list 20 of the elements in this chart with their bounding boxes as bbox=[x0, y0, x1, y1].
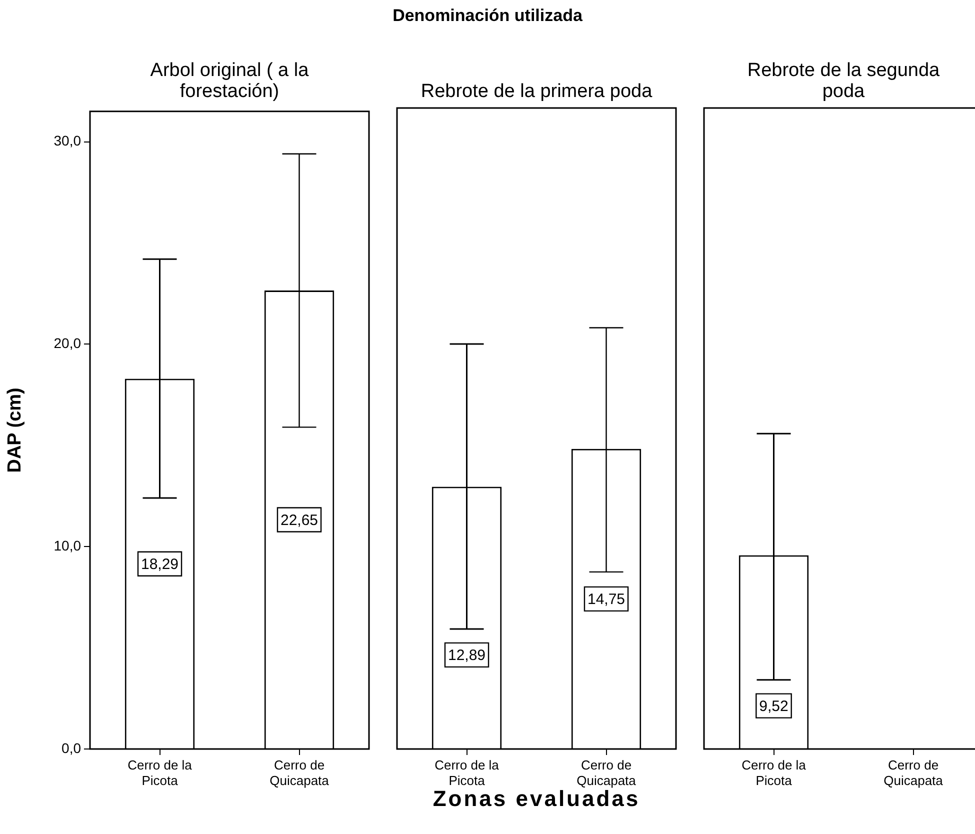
x-tick-label: Cerro de Quicapata bbox=[884, 757, 944, 788]
chart-title: Rebrote de la primera poda bbox=[420, 81, 652, 102]
y-tick-label: 30,0 bbox=[54, 132, 82, 149]
y-tick-label: 10,0 bbox=[54, 537, 82, 554]
y-tick-label: 20,0 bbox=[54, 335, 82, 352]
data-label: 18,29 bbox=[140, 556, 179, 574]
x-tick-label: Cerro de Quicapata bbox=[576, 757, 637, 788]
data-label: 22,65 bbox=[280, 512, 318, 529]
chart-title: Arbol original ( a la forestación) bbox=[149, 59, 310, 102]
text: Denominación utilizada bbox=[392, 6, 584, 26]
data-label: 14,75 bbox=[587, 591, 626, 608]
x-tick-label: Cerro de la Picota bbox=[128, 757, 193, 788]
x-tick-label: Cerro de Quicapata bbox=[270, 757, 330, 788]
data-label: 9,52 bbox=[759, 698, 788, 715]
y-tick-label: 0,0 bbox=[62, 740, 82, 756]
x-tick-label: Cerro de la Picota bbox=[742, 757, 807, 788]
x-tick-label: Cerro de la Picota bbox=[434, 757, 500, 788]
data-label: 12,89 bbox=[448, 647, 486, 664]
chart-title: Rebrote de la segunda poda bbox=[746, 59, 941, 102]
y-axis-title: DAP (cm) bbox=[4, 388, 26, 473]
